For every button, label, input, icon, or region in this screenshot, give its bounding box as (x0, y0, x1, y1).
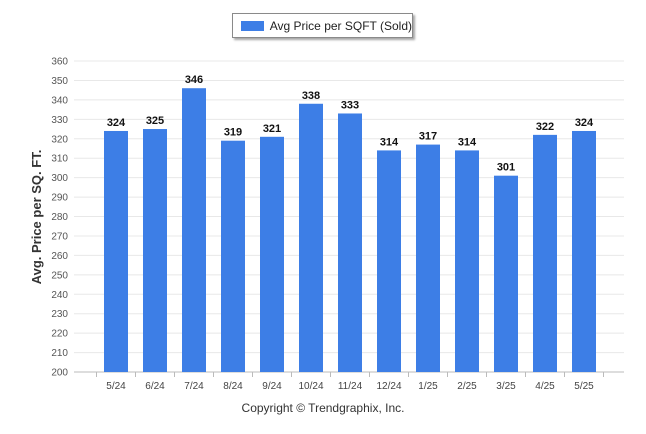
x-tick-label: 12/24 (376, 381, 401, 392)
x-tick-label: 9/24 (262, 381, 282, 392)
bar (260, 136, 284, 372)
legend: Avg Price per SQFT (Sold) (232, 13, 413, 38)
y-tick-label: 280 (51, 212, 68, 223)
bar (143, 129, 167, 372)
y-tick-label: 200 (51, 368, 68, 379)
x-tick-label: 3/25 (496, 381, 516, 392)
y-tick-label: 260 (51, 251, 68, 262)
legend-label: Avg Price per SQFT (Sold) (269, 18, 412, 33)
bar (299, 103, 323, 372)
y-tick-label: 210 (51, 348, 68, 359)
data-label: 322 (536, 121, 554, 133)
data-label: 338 (302, 90, 320, 102)
bar (416, 144, 440, 372)
bar (182, 88, 206, 373)
bar (377, 150, 401, 372)
data-label: 319 (224, 127, 242, 139)
y-tick-label: 220 (51, 329, 68, 340)
data-label: 314 (458, 136, 477, 148)
data-label: 333 (341, 99, 359, 111)
data-labels: 324 325 346 319 321 338 333 314 317 314 301 322 324 (107, 74, 594, 173)
x-tick-label: 4/25 (535, 381, 555, 392)
y-tick-label: 300 (51, 173, 68, 184)
data-label: 317 (419, 131, 437, 143)
x-tick-label: 5/25 (574, 381, 594, 392)
bar (338, 113, 362, 372)
y-tick-label: 360 (51, 57, 68, 68)
y-axis-label: Avg. Price per SQ. FT. (29, 150, 44, 285)
y-tick-label: 320 (51, 134, 68, 145)
x-tick-label: 11/24 (338, 381, 363, 392)
y-tick-label: 340 (51, 95, 68, 106)
x-tick-label: 8/24 (223, 381, 243, 392)
data-label: 314 (380, 136, 399, 148)
bars (104, 88, 596, 373)
y-tick-label: 330 (51, 115, 68, 126)
y-tick-label: 350 (51, 76, 68, 87)
data-label: 301 (497, 162, 515, 174)
y-tick-label: 310 (51, 154, 68, 165)
y-tick-labels: 200 210 220 230 240 250 260 270 280 290 300 310 320 3… (51, 57, 68, 379)
x-tick-labels: 5/24 6/24 7/24 8/24 9/24 10/24 11/24 12/24 1/25 2… (106, 381, 594, 392)
x-tick-label: 6/24 (145, 381, 165, 392)
axes (74, 371, 624, 377)
bar (572, 130, 596, 372)
x-tick-label: 7/24 (184, 381, 204, 392)
x-tick-label: 1/25 (418, 381, 438, 392)
data-label: 325 (146, 115, 164, 127)
y-tick-label: 270 (51, 231, 68, 242)
x-tick-label: 2/25 (457, 381, 477, 392)
x-tick-label: 10/24 (298, 381, 323, 392)
bar (494, 175, 518, 372)
bar (455, 150, 479, 372)
data-label: 324 (107, 117, 126, 129)
data-label: 346 (185, 74, 203, 86)
bar (221, 140, 245, 372)
legend-swatch (241, 20, 264, 31)
x-tick-label: 5/24 (106, 381, 126, 392)
data-label: 324 (575, 117, 594, 129)
y-tick-label: 240 (51, 290, 68, 301)
y-tick-label: 290 (51, 193, 68, 204)
copyright-text: Copyright © Trendgraphix, Inc. (241, 401, 405, 415)
bar (104, 130, 128, 372)
y-tick-label: 250 (51, 270, 68, 281)
data-label: 321 (263, 123, 281, 135)
bar (533, 134, 557, 372)
y-tick-label: 230 (51, 309, 68, 320)
